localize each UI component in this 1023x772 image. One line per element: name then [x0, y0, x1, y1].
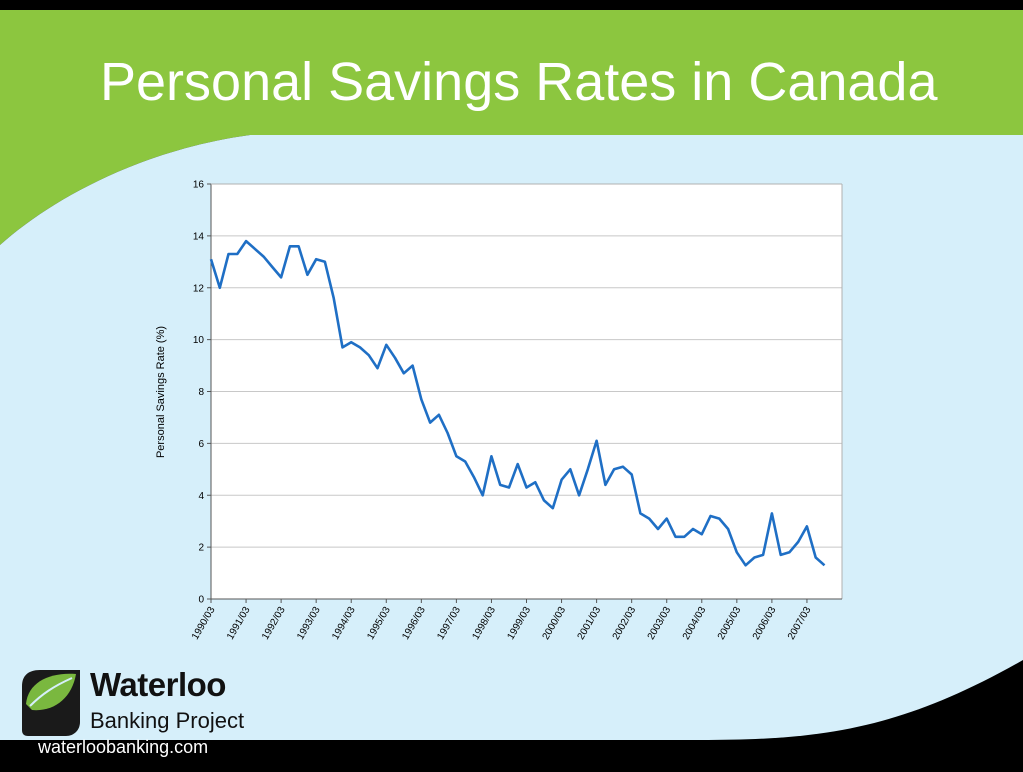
y-tick-label: 8 [198, 387, 204, 398]
slide-title: Personal Savings Rates in Canada [100, 52, 938, 112]
y-tick-label: 6 [198, 439, 204, 450]
x-tick-label: 1998/03 [470, 605, 498, 642]
x-tick-label: 1992/03 [260, 605, 288, 642]
x-tick-label: 2005/03 [716, 605, 744, 642]
brand-name: Waterloo [90, 666, 226, 703]
x-tick-label: 1991/03 [225, 605, 253, 642]
x-axis: 1990/03 1991/03 1992/03 1993/03 1994/03 1995/… [190, 599, 814, 642]
x-tick-label: 2004/03 [681, 605, 709, 642]
x-tick-label: 1993/03 [295, 605, 323, 642]
x-tick-label: 1994/03 [330, 605, 358, 642]
x-tick-label: 2006/03 [751, 605, 779, 642]
grid-lines [210, 183, 843, 600]
brand-subtitle: Banking Project [90, 708, 245, 733]
x-tick-label: 2001/03 [576, 605, 604, 642]
x-tick-label: 1995/03 [365, 605, 393, 642]
y-tick-label: 16 [193, 180, 205, 191]
series-line [209, 239, 826, 567]
y-tick-label: 0 [198, 595, 204, 606]
x-tick-label: 2000/03 [541, 605, 569, 642]
y-axis: 0 2 4 6 8 10 12 14 16 [193, 180, 211, 606]
y-tick-label: 14 [193, 231, 205, 242]
x-tick-label: 1996/03 [400, 605, 428, 642]
y-tick-label: 2 [198, 543, 204, 554]
y-tick-label: 10 [193, 335, 205, 346]
y-tick-label: 12 [193, 283, 205, 294]
y-axis-label: Personal Savings Rate (%) [155, 326, 167, 458]
x-tick-label: 2007/03 [786, 605, 814, 642]
y-tick-label: 4 [198, 491, 204, 502]
leaf-logo-icon [22, 670, 80, 736]
brand-url[interactable]: waterloobanking.com [38, 737, 209, 757]
header-green-band [0, 10, 1023, 245]
x-tick-label: 2002/03 [611, 605, 639, 642]
x-tick-label: 1999/03 [505, 605, 533, 642]
x-tick-label: 2003/03 [646, 605, 674, 642]
x-tick-label: 1997/03 [435, 605, 463, 642]
x-tick-label: 1990/03 [190, 605, 218, 642]
